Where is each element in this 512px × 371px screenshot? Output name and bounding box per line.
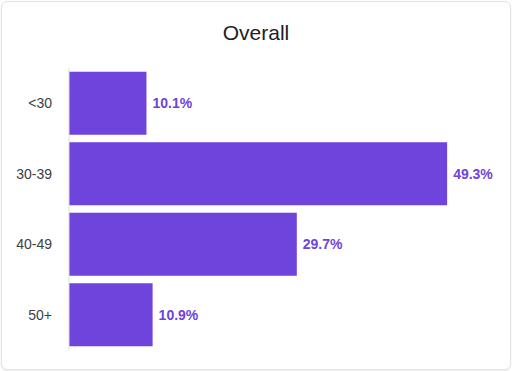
category-label: 40-49 [16, 236, 52, 252]
bar [69, 283, 153, 346]
title: Overall [223, 21, 290, 44]
bar [69, 142, 447, 205]
bars [69, 72, 447, 347]
category-label: 50+ [28, 307, 52, 323]
data-label: 10.9% [159, 307, 199, 323]
data-label: 49.3% [453, 166, 493, 182]
bar [69, 72, 146, 135]
category-label: <30 [28, 95, 52, 111]
chart: Overall 10.1% <30 49.3% 30-39 29.7% 40-49 10.9%… [0, 0, 512, 371]
data-label: 10.1% [152, 95, 192, 111]
data-label: 29.7% [303, 236, 343, 252]
axis-line [69, 68, 70, 350]
bar [69, 213, 297, 276]
category-label: 30-39 [16, 166, 52, 182]
